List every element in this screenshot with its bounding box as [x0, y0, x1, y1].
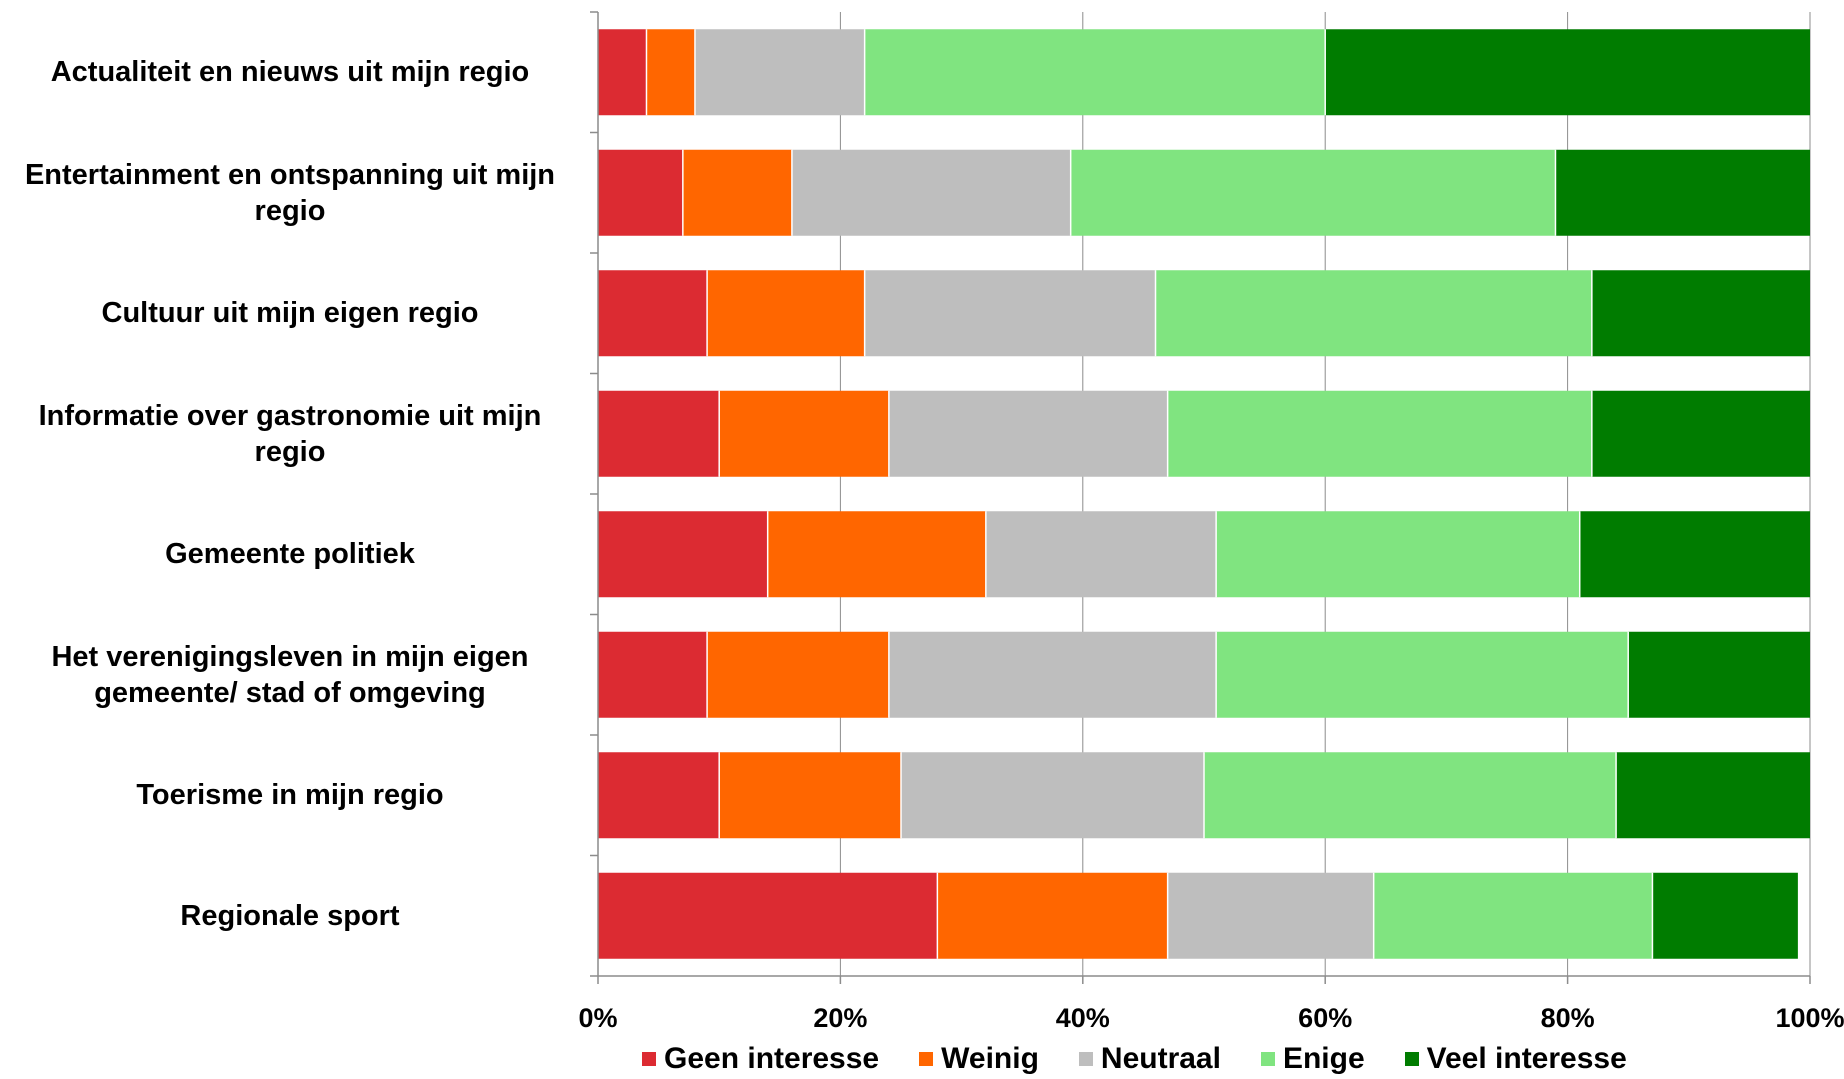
bar-segment	[598, 752, 720, 839]
x-tick-label: 20%	[813, 1003, 867, 1033]
bar-segment	[767, 511, 986, 598]
legend: Geen interesse Weinig Neutraal Enige Veel in…	[642, 1038, 1667, 1079]
bar-segment	[985, 511, 1217, 598]
x-tick-label: 40%	[1056, 1003, 1110, 1033]
bar-segment	[1591, 270, 1810, 357]
legend-item: Veel interesse	[1404, 1041, 1627, 1076]
x-tick-label: 100%	[1775, 1003, 1844, 1033]
legend-label: Neutraal	[1100, 1041, 1221, 1075]
bar-segment	[707, 270, 865, 357]
legend-label: Veel interesse	[1426, 1041, 1627, 1075]
legend-item: Enige	[1260, 1041, 1365, 1076]
legend-swatch	[642, 1051, 656, 1066]
bar-segment	[1616, 752, 1810, 839]
x-tick-label: 0%	[578, 1003, 617, 1033]
bar-segment	[888, 631, 1217, 718]
legend-swatch	[1404, 1051, 1419, 1066]
bar-segment	[1204, 752, 1617, 839]
bar-segment	[598, 872, 938, 959]
legend-swatch	[1078, 1051, 1093, 1066]
bar-segment	[1216, 631, 1629, 718]
bar-segment	[791, 149, 1071, 236]
bar-segment	[1628, 631, 1810, 718]
bar-segment	[598, 631, 708, 718]
bar-segment	[598, 390, 720, 477]
bar-segment	[598, 270, 708, 357]
bar-segment	[937, 872, 1168, 959]
bar-segment	[1216, 511, 1580, 598]
category-label: Actualiteit en nieuws uit mijn regio	[50, 56, 530, 89]
bar-segment	[682, 149, 792, 236]
bar-segment	[694, 29, 865, 116]
bar-segment	[1373, 872, 1653, 959]
legend-swatch	[1260, 1051, 1275, 1066]
category-label: Regionale sport	[180, 899, 400, 932]
x-tick-label: 80%	[1541, 1003, 1595, 1033]
bar-segment	[598, 511, 768, 598]
legend-label: Geen interesse	[664, 1041, 880, 1075]
legend-item: Weinig	[919, 1042, 1039, 1076]
bar-segment	[901, 752, 1204, 839]
bar-segment	[707, 631, 889, 718]
bar-segment	[864, 270, 1156, 357]
bar-segment	[646, 29, 695, 116]
bar-segment	[1591, 390, 1810, 477]
category-label: Cultuur uit mijn eigen regio	[101, 297, 479, 330]
bar-segment	[864, 29, 1326, 116]
category-label: Entertainment en ontspanning uit mijn re…	[24, 158, 556, 227]
legend-label: Weinig	[941, 1041, 1039, 1075]
bar-segment	[1325, 29, 1810, 116]
bar-segment	[719, 752, 901, 839]
legend-label: Enige	[1282, 1041, 1365, 1075]
bar-segment	[888, 390, 1168, 477]
bar-segment	[1155, 270, 1592, 357]
bar-segment	[719, 390, 889, 477]
x-tick-label: 60%	[1298, 1003, 1352, 1033]
category-label: Gemeente politiek	[165, 538, 415, 571]
legend-item: Neutraal	[1078, 1041, 1221, 1076]
bar-segment	[1167, 872, 1374, 959]
bar-segment	[1070, 149, 1556, 236]
bar-segment	[598, 149, 683, 236]
legend-item: Geen interesse	[642, 1042, 879, 1076]
bar-segment	[1167, 390, 1592, 477]
bar-segment	[1555, 149, 1810, 236]
category-label: Informatie over gastronomie uit mijn reg…	[38, 399, 542, 468]
legend-swatch	[919, 1051, 934, 1066]
bar-segment	[1652, 872, 1798, 959]
bar-segment	[598, 29, 647, 116]
category-label: Het verenigingsleven in mijn eigen gemee…	[51, 640, 529, 709]
bar-segment	[1579, 511, 1810, 598]
category-label: Toerisme in mijn regio	[136, 779, 444, 812]
